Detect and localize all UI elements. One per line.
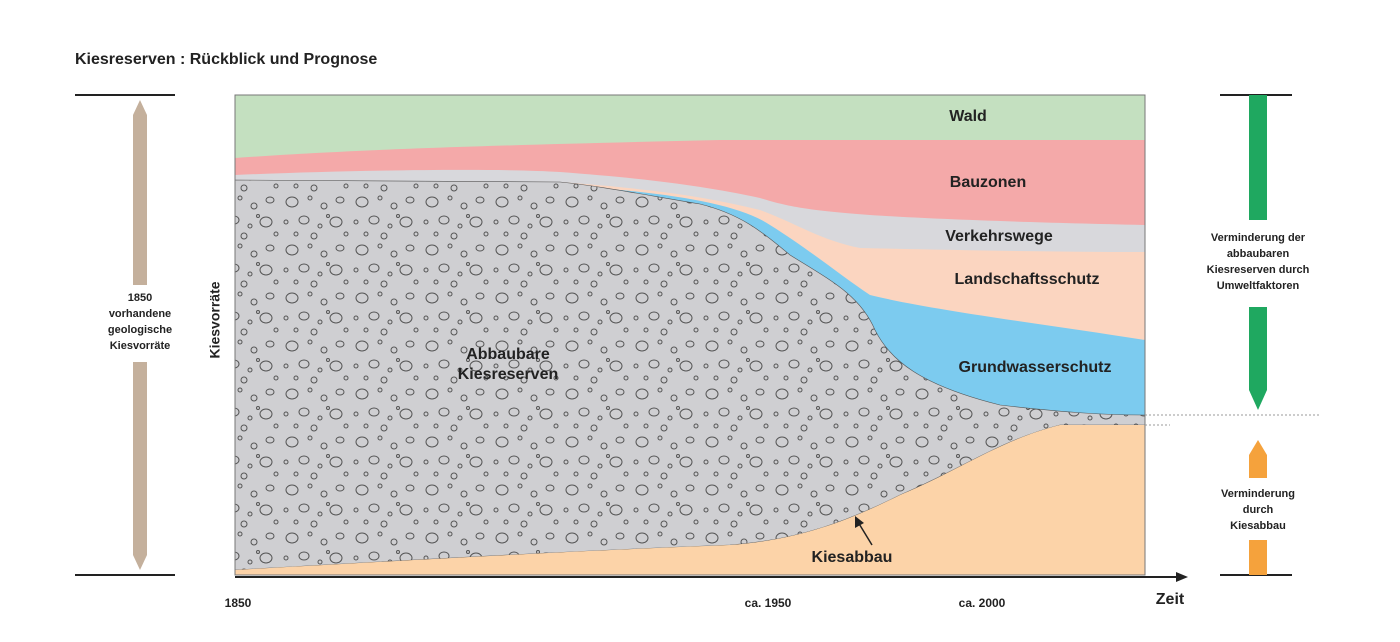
x-tick-label: ca. 1950: [745, 596, 792, 610]
right-label: Verminderung der: [1211, 232, 1306, 244]
pointer: [857, 521, 873, 546]
right-label: durch: [1243, 504, 1274, 516]
right-arrows: [1220, 94, 1292, 576]
area-label: Landschaftsschutz: [955, 271, 1100, 288]
left-label: geologische: [108, 324, 172, 336]
area-label: Bauzonen: [950, 174, 1026, 191]
right-label: Umweltfaktoren: [1217, 280, 1300, 292]
axis-arrowhead: [1176, 572, 1188, 582]
left-label: 1850: [128, 292, 152, 304]
left-arrow: [75, 94, 175, 576]
title: Kiesreserven : Rückblick und Prognose: [75, 51, 377, 68]
right-label: Verminderung: [1221, 488, 1295, 500]
x-tick-label: ca. 2000: [959, 596, 1006, 610]
area-label: Abbaubare: [466, 346, 550, 363]
area-label: Wald: [949, 108, 987, 125]
x-tick-label: 1850: [225, 596, 252, 610]
kiesabbau-area: [235, 425, 1145, 575]
x-axis-label: Zeit: [1156, 591, 1185, 608]
area-label: Grundwasserschutz: [959, 359, 1112, 376]
right-label: Kiesabbau: [1230, 520, 1286, 532]
left-label: Kiesvorräte: [110, 340, 171, 352]
left-label: vorhandene: [109, 308, 171, 320]
frame: [234, 94, 1146, 576]
areas: [234, 94, 1146, 576]
area-label: Kiesreserven: [458, 366, 559, 383]
y-axis-label: Kiesvorräte: [207, 281, 223, 358]
right-label: Kiesreserven durch: [1207, 264, 1310, 276]
right-label: abbaubaren: [1227, 248, 1290, 260]
area-label: Verkehrswege: [945, 228, 1053, 245]
pointer-head: [855, 516, 864, 528]
area-label: Kiesabbau: [812, 549, 893, 566]
